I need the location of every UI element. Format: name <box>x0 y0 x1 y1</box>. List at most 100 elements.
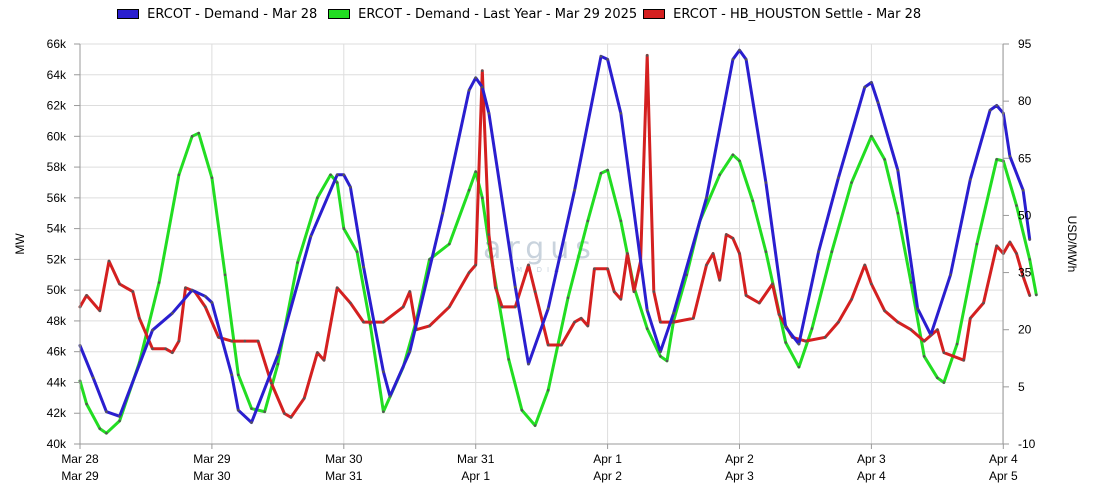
data-point <box>190 288 194 292</box>
y-right-tick-label: 35 <box>1018 266 1032 280</box>
data-point <box>995 104 998 107</box>
data-point <box>164 347 167 351</box>
y-right-tick-label: 50 <box>1018 208 1032 222</box>
data-point <box>546 307 550 310</box>
data-point <box>560 343 563 347</box>
data-point <box>217 336 220 339</box>
data-point <box>474 263 478 267</box>
data-point <box>612 290 616 293</box>
data-point <box>725 233 728 236</box>
x-tick-label: Apr 4 <box>989 452 1018 466</box>
data-point <box>289 416 293 419</box>
data-point <box>909 328 913 332</box>
legend-item-last-year[interactable]: ERCOT - Demand - Last Year - Mar 29 2025 <box>328 7 637 22</box>
data-point <box>593 267 596 271</box>
data-point <box>1015 204 1018 207</box>
data-point <box>738 48 741 52</box>
data-point <box>764 181 768 184</box>
y-axis-right-title: USD/MWh <box>1065 216 1079 273</box>
data-point <box>171 311 174 315</box>
data-point <box>771 282 774 286</box>
data-point <box>441 211 445 215</box>
data-point <box>837 320 840 324</box>
data-point <box>883 309 886 313</box>
data-point <box>883 158 886 161</box>
data-point <box>936 328 939 332</box>
y-left-tick-label: 62k <box>47 99 67 113</box>
data-point <box>546 388 550 392</box>
x-tick-label: Mar 30 <box>325 452 363 466</box>
data-point <box>942 351 946 354</box>
data-point <box>533 424 537 427</box>
data-point <box>870 81 873 84</box>
series-layer <box>78 48 1038 435</box>
data-point <box>362 320 365 324</box>
data-point <box>784 325 787 329</box>
data-point <box>546 343 550 347</box>
data-point <box>520 408 524 412</box>
axes <box>74 43 1009 449</box>
watermark: argus MEDIA <box>483 231 591 274</box>
x-tick-label: Mar 29 <box>193 452 231 466</box>
data-point <box>276 353 280 357</box>
data-point <box>335 173 339 177</box>
data-point <box>467 88 471 92</box>
data-point <box>98 309 102 313</box>
legend-item-demand[interactable]: ERCOT - Demand - Mar 28 <box>117 7 317 22</box>
data-point <box>256 339 260 343</box>
y-right-tick-label: 80 <box>1018 94 1032 108</box>
series-1 <box>78 131 1038 435</box>
data-point <box>606 168 609 172</box>
data-point <box>619 297 623 301</box>
data-point <box>177 173 181 177</box>
data-point <box>230 339 233 343</box>
data-point <box>672 320 675 324</box>
y-axis-left-title: MW <box>13 233 27 255</box>
data-point <box>250 421 253 424</box>
data-point <box>151 328 154 332</box>
data-point <box>573 320 576 324</box>
data-point <box>474 76 478 80</box>
data-point <box>922 355 926 358</box>
data-point <box>988 108 992 112</box>
legend-item-settle[interactable]: ERCOT - HB_HOUSTON Settle - Mar 28 <box>643 7 921 22</box>
data-point <box>487 111 491 115</box>
data-point <box>718 173 721 177</box>
legend-swatch-settle <box>643 8 665 19</box>
data-point <box>870 282 873 286</box>
data-point <box>599 171 603 175</box>
data-point <box>85 294 88 297</box>
data-point <box>659 355 662 358</box>
data-point <box>316 351 319 354</box>
x-tick-label: Apr 1 <box>593 452 622 466</box>
y-left-tick-label: 42k <box>47 406 67 420</box>
data-point <box>876 101 880 104</box>
data-point <box>850 297 853 301</box>
x-tick-label-secondary: Apr 1 <box>461 469 490 483</box>
tick-labels: 40k 42k 44k 46k 48k 50k 52k 54k 56k 58k 60k 62k 64k 6… <box>47 37 1036 483</box>
data-point <box>797 365 801 369</box>
data-point <box>237 408 240 412</box>
data-point <box>91 376 95 380</box>
data-point <box>157 281 161 284</box>
data-point <box>718 278 721 282</box>
data-point <box>494 286 497 290</box>
data-point <box>322 358 326 362</box>
data-point <box>355 250 359 253</box>
data-point <box>481 85 484 89</box>
data-point <box>514 305 517 309</box>
data-point <box>118 282 121 286</box>
data-point <box>659 320 662 324</box>
data-point <box>184 286 187 290</box>
data-point <box>817 250 820 253</box>
data-point <box>692 317 695 320</box>
y-left-tick-label: 56k <box>47 191 67 205</box>
data-point <box>955 342 959 346</box>
y-left-tick-label: 52k <box>47 252 67 266</box>
data-point <box>107 259 111 263</box>
data-point <box>98 427 102 430</box>
data-point <box>942 381 946 384</box>
data-point <box>830 250 834 253</box>
data-point <box>810 327 814 330</box>
